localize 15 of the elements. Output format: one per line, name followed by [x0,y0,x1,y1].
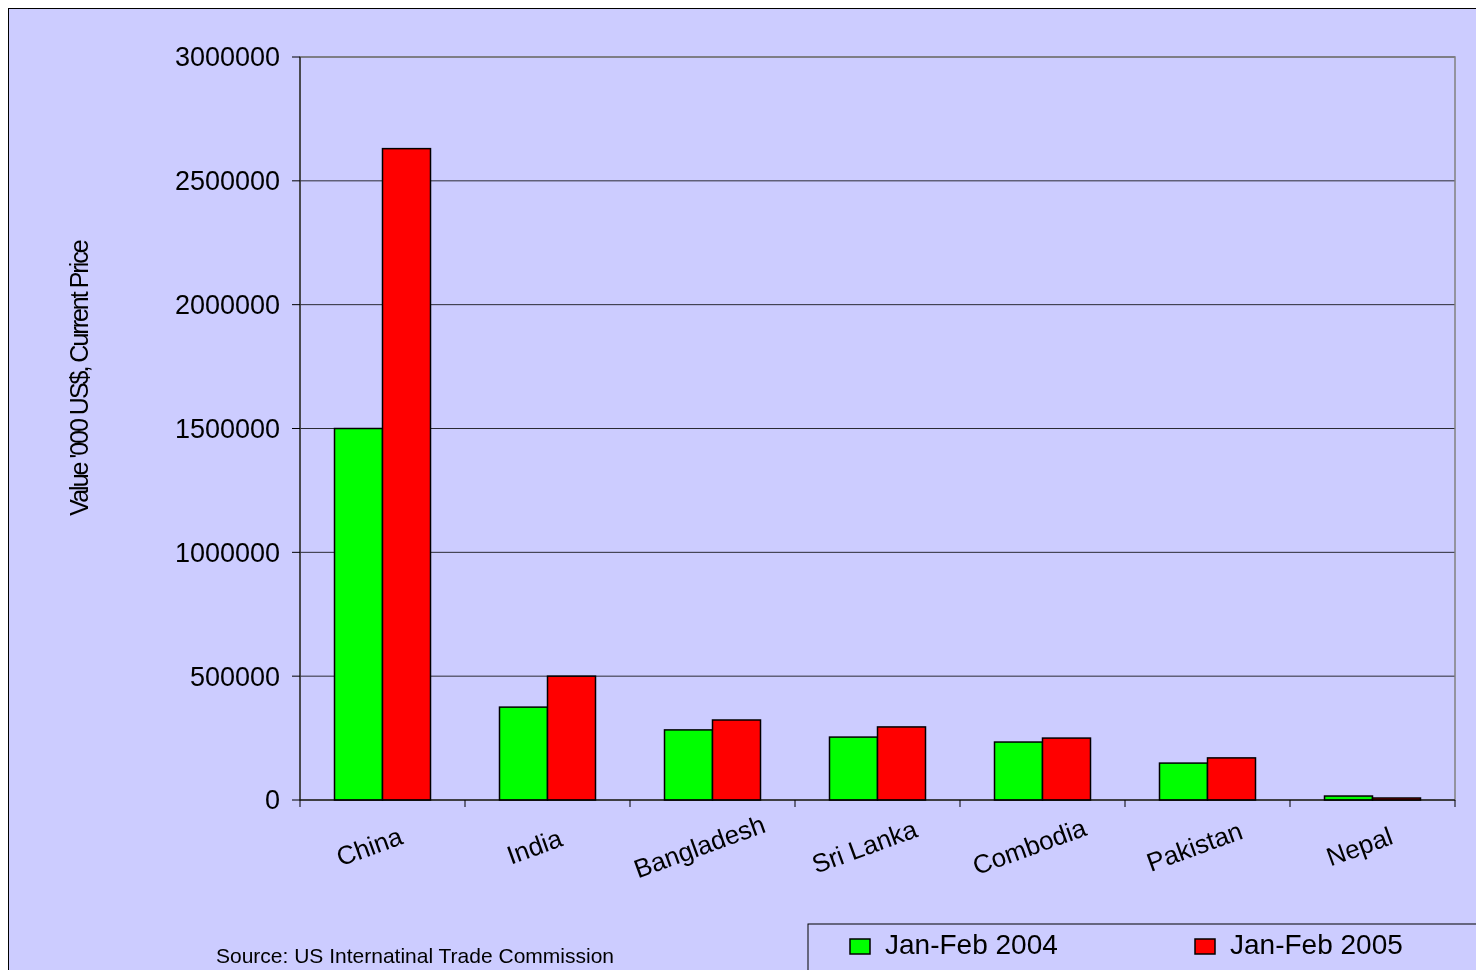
y-tick-label: 3000000 [174,42,280,73]
x-tick-label: India [502,822,567,871]
x-tick-label: China [332,820,407,873]
y-tick-label: 2000000 [174,290,280,321]
y-tick-label: 0 [264,785,280,816]
x-tick-label: Nepal [1322,820,1397,873]
source-note: Source: US Internatinal Trade Commission [216,944,615,967]
y-tick-label: 500000 [189,661,280,692]
y-tick-label: 2500000 [174,166,280,197]
y-tick-label: 1000000 [174,537,280,568]
y-tick-label: 1500000 [174,413,280,444]
y-axis-title: Value '000 US$, Current Price [65,240,93,516]
x-tick-label: Sri Lanka [807,813,922,880]
legend-label: Jan-Feb 2004 [885,929,1058,960]
legend-label: Jan-Feb 2005 [1230,929,1403,960]
